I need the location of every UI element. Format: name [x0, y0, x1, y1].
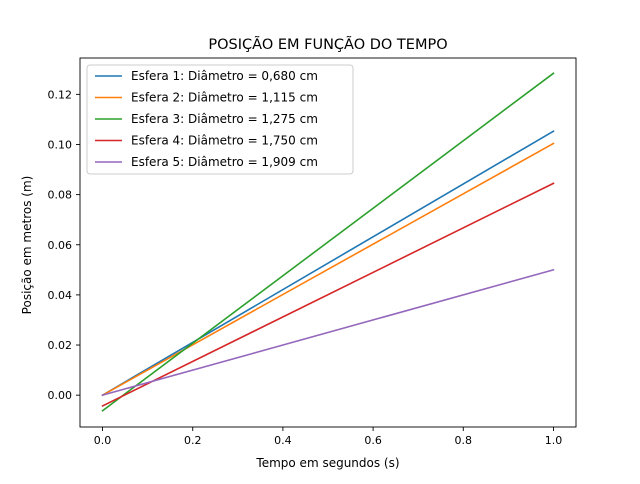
y-tick-label: 0.10 — [48, 138, 73, 151]
x-tick-label: 0.4 — [274, 434, 292, 447]
plot-frame — [79, 57, 577, 428]
series-line-1 — [101, 130, 555, 397]
series-line-4 — [101, 182, 555, 408]
legend-label-2: Esfera 2: Diâmetro = 1,115 cm — [131, 91, 318, 105]
legend-label-3: Esfera 3: Diâmetro = 1,275 cm — [131, 112, 318, 126]
y-tick-label: 0.08 — [48, 189, 73, 202]
x-tick-label: 0.2 — [184, 434, 202, 447]
x-tick-label: 1.0 — [545, 434, 563, 447]
legend-box — [86, 64, 354, 175]
legend-label-1: Esfera 1: Diâmetro = 0,680 cm — [131, 69, 318, 83]
y-axis-label: Posição em metros (m) — [20, 176, 34, 315]
legend-label-4: Esfera 4: Diâmetro = 1,750 cm — [131, 134, 318, 148]
x-axis-label: Tempo em segundos (s) — [255, 456, 399, 470]
x-tick-label: 0.0 — [94, 434, 112, 447]
legend: Esfera 1: Diâmetro = 0,680 cm Esfera 2: D… — [86, 64, 354, 175]
x-tick-label: 0.6 — [364, 434, 382, 447]
series-layer — [101, 72, 555, 412]
y-tick-label: 0.06 — [48, 239, 73, 252]
y-tick-label: 0.02 — [48, 339, 73, 352]
x-tick-label: 0.8 — [455, 434, 473, 447]
y-tick-label: 0.12 — [48, 88, 73, 101]
ticks-layer: 0.0 0.2 0.4 0.6 0.8 1.0 0.00 0.02 0.04 0.06 0.08 0.… — [48, 88, 563, 447]
y-tick-label: 0.00 — [48, 389, 73, 402]
chart-title: POSIÇÃO EM FUNÇÃO DO TEMPO — [208, 36, 447, 53]
series-line-3 — [101, 72, 555, 412]
axes-layer — [79, 57, 577, 428]
legend-label-5: Esfera 5: Diâmetro = 1,909 cm — [131, 155, 318, 169]
series-line-5 — [101, 268, 555, 397]
series-line-2 — [101, 142, 555, 397]
y-tick-label: 0.04 — [48, 289, 73, 302]
